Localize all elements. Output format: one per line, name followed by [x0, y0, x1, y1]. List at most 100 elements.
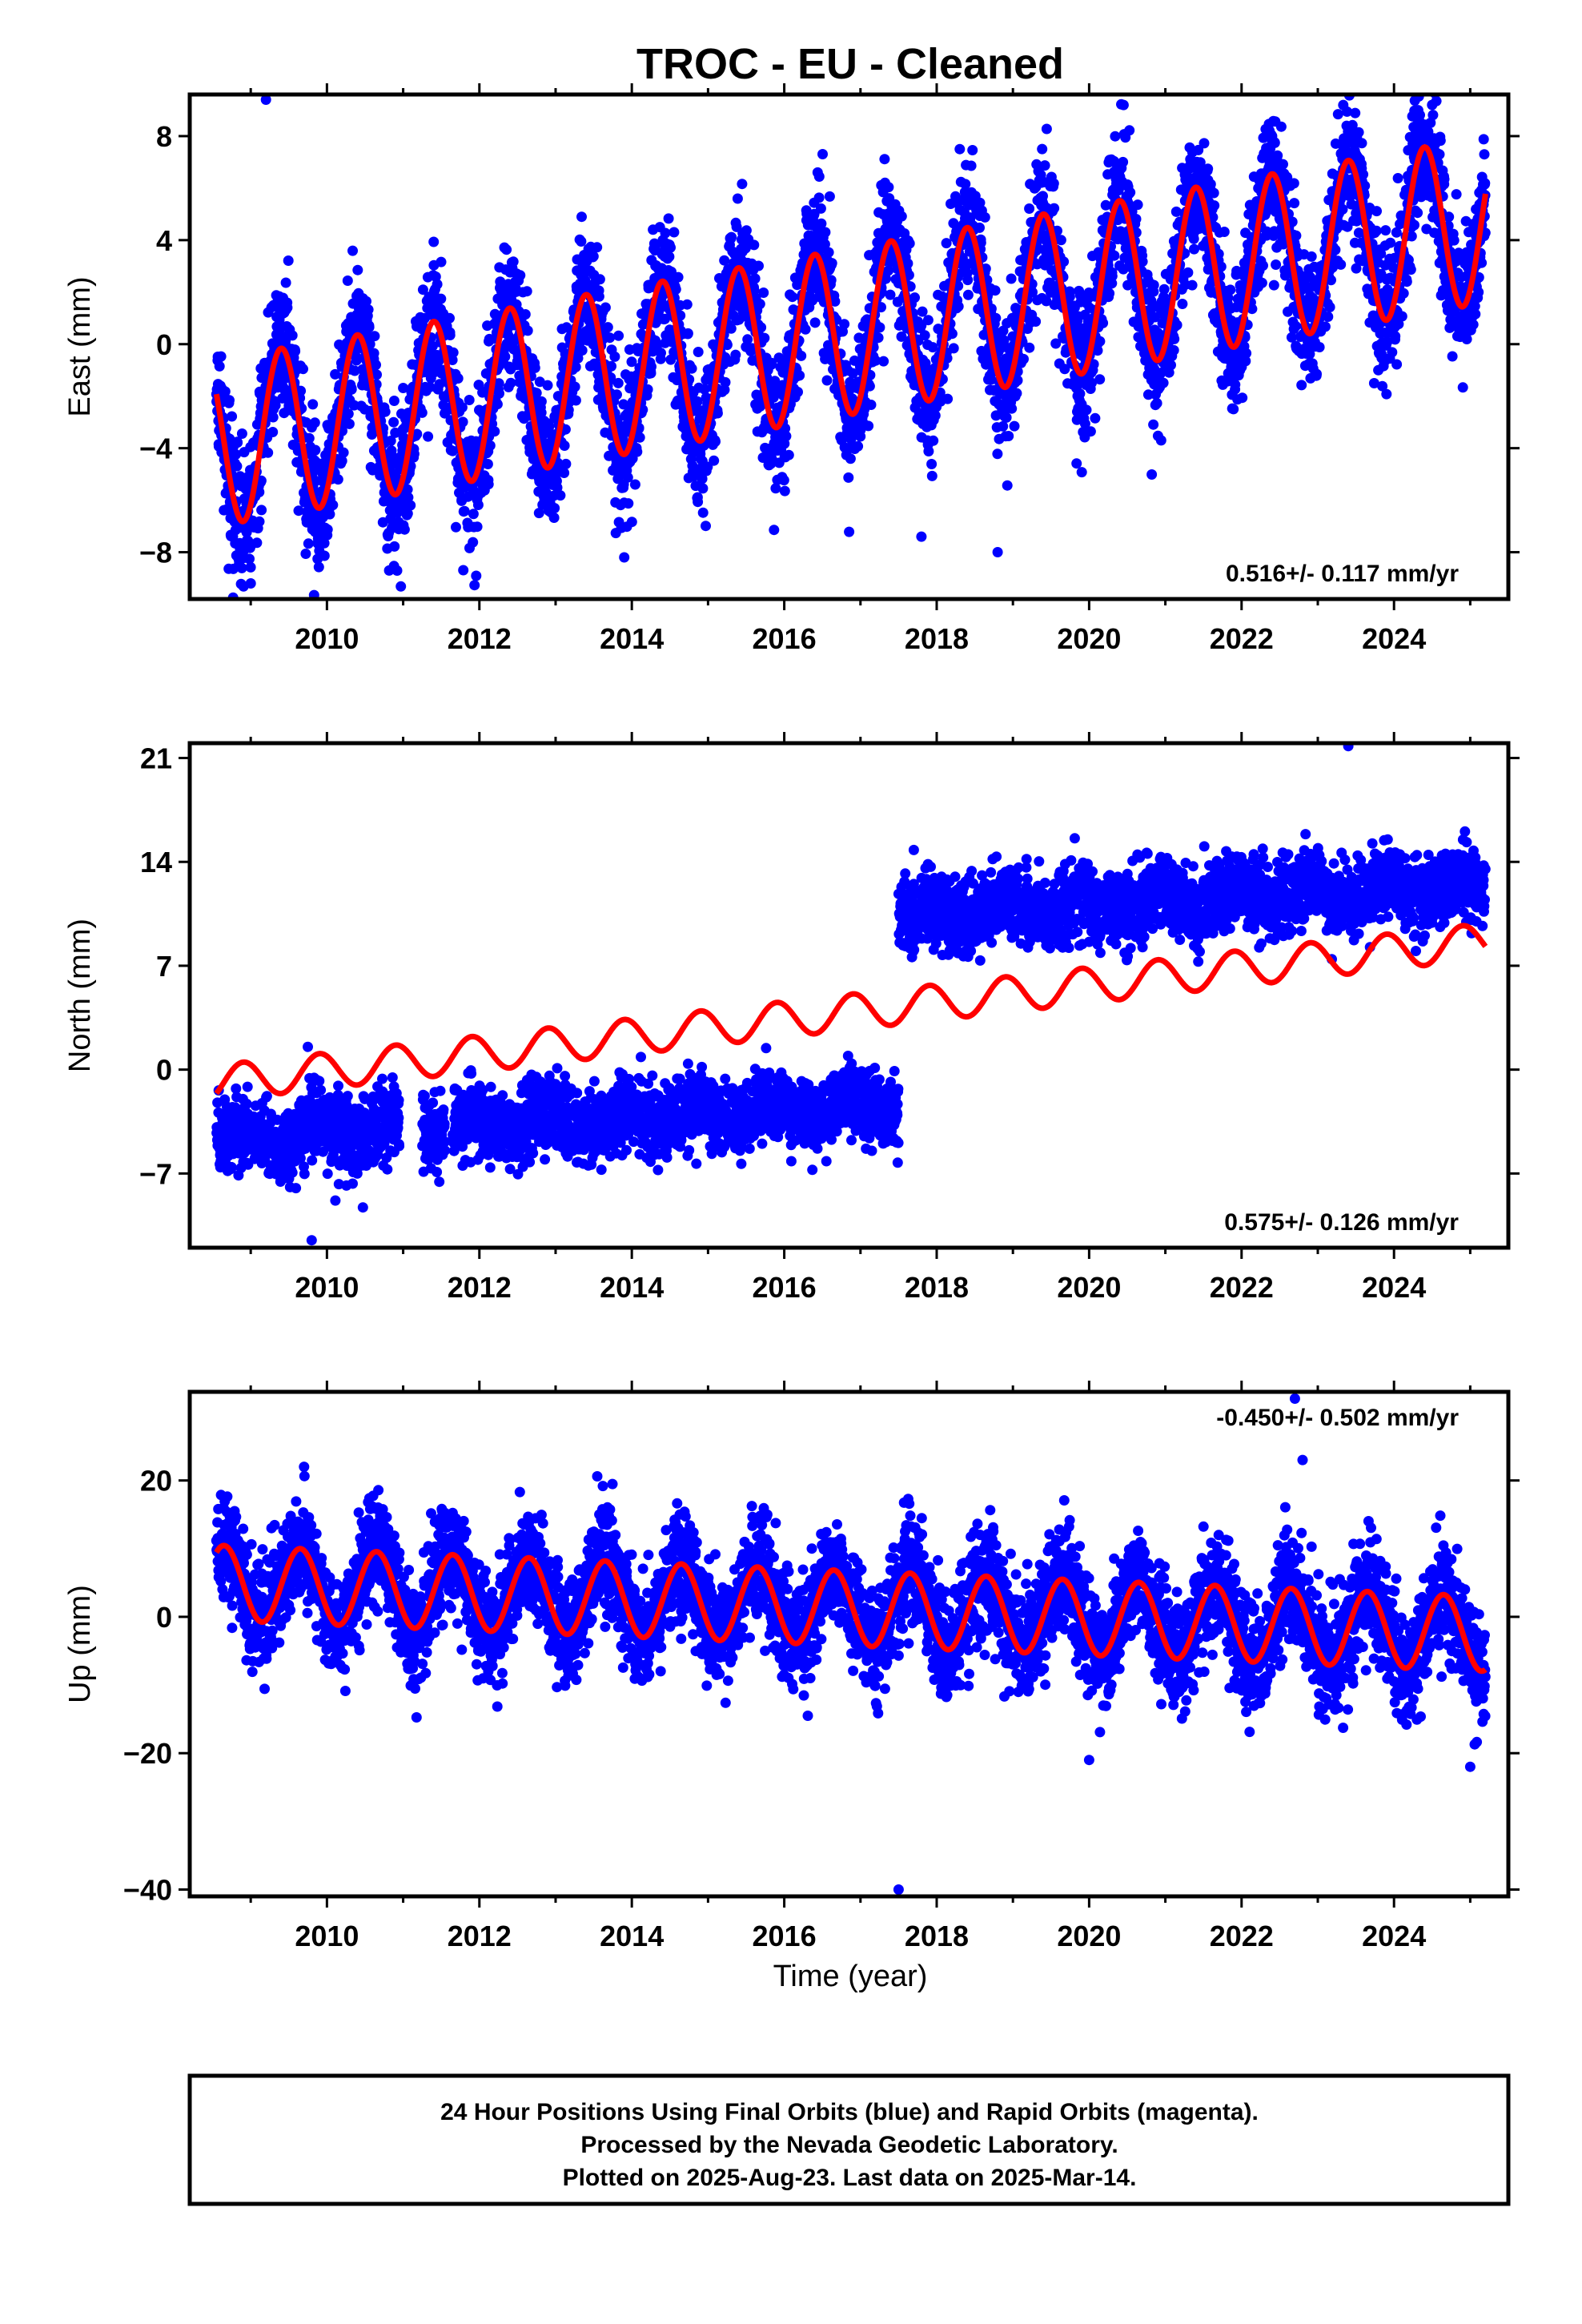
data-point	[1203, 163, 1214, 175]
data-point	[379, 406, 391, 417]
data-point	[1171, 320, 1182, 331]
data-point	[917, 306, 928, 317]
data-point	[904, 238, 915, 249]
data-point	[343, 408, 354, 420]
data-point	[787, 292, 798, 303]
data-point	[742, 334, 753, 345]
data-point	[251, 537, 263, 549]
data-point	[338, 447, 349, 458]
data-point	[1199, 138, 1210, 149]
data-point	[451, 521, 461, 533]
data-point	[686, 363, 697, 374]
data-point	[909, 292, 920, 304]
data-point	[1371, 225, 1382, 236]
data-point	[254, 487, 265, 497]
data-point	[1037, 143, 1048, 155]
data-point	[347, 245, 358, 256]
data-point	[484, 440, 496, 451]
data-point	[290, 346, 301, 357]
data-point	[472, 521, 483, 533]
data-point	[1049, 203, 1060, 214]
data-point	[245, 561, 256, 573]
data-point	[1125, 187, 1136, 198]
data-point	[472, 500, 484, 510]
data-point	[332, 474, 343, 485]
data-point	[352, 264, 363, 275]
data-point	[436, 256, 447, 267]
data-point	[1106, 271, 1118, 282]
data-point	[322, 524, 333, 535]
data-point	[1258, 260, 1268, 271]
data-point	[459, 505, 470, 517]
data-point	[255, 475, 267, 486]
data-point	[948, 343, 959, 354]
data-point	[1001, 412, 1012, 423]
data-point	[646, 361, 656, 372]
data-point	[962, 289, 974, 300]
data-point	[548, 513, 560, 523]
data-point	[1182, 267, 1194, 278]
data-point	[263, 447, 274, 458]
data-point	[482, 459, 493, 469]
data-point	[219, 386, 231, 397]
data-point	[1381, 388, 1392, 400]
data-point	[992, 448, 1003, 460]
data-point	[1311, 368, 1322, 380]
data-point	[1289, 198, 1300, 209]
data-point	[555, 490, 566, 501]
data-point	[501, 244, 512, 255]
data-point	[883, 182, 894, 193]
data-point	[664, 251, 675, 262]
data-point	[923, 446, 934, 456]
data-point	[794, 370, 805, 381]
data-point	[879, 154, 890, 165]
data-point	[1018, 353, 1029, 364]
data-point	[758, 287, 769, 298]
data-point	[1306, 251, 1317, 262]
data-point	[559, 468, 570, 478]
data-point	[1323, 312, 1334, 322]
data-point	[593, 291, 604, 302]
data-point	[1074, 388, 1086, 400]
data-point	[1177, 299, 1188, 309]
data-point	[227, 411, 238, 422]
data-point	[844, 526, 855, 537]
data-point	[1272, 150, 1283, 161]
data-point	[1371, 206, 1382, 217]
data-point	[693, 347, 704, 357]
data-point	[1090, 412, 1101, 424]
data-point	[391, 565, 403, 576]
data-point	[231, 460, 243, 472]
data-point	[432, 279, 443, 290]
data-point	[781, 431, 792, 442]
data-point	[1278, 159, 1288, 170]
data-point	[1275, 121, 1287, 132]
data-point	[1396, 311, 1407, 322]
data-point	[1081, 404, 1092, 416]
data-point	[979, 211, 990, 223]
data-point	[309, 417, 320, 428]
data-point	[612, 377, 624, 388]
data-point	[1219, 227, 1230, 237]
data-point	[1009, 420, 1020, 432]
data-point	[1319, 321, 1331, 332]
data-point	[663, 213, 674, 224]
data-point	[942, 393, 954, 404]
data-point	[604, 332, 616, 344]
data-point	[342, 275, 353, 286]
data-point	[300, 549, 311, 559]
data-point	[576, 211, 587, 223]
data-point	[310, 444, 321, 456]
page-title: TROC - EU - Cleaned	[636, 40, 1064, 88]
data-point	[1155, 435, 1166, 446]
data-point	[1048, 178, 1059, 189]
data-point	[966, 160, 977, 171]
data-point	[753, 260, 764, 271]
data-point	[529, 362, 540, 373]
data-point	[815, 203, 826, 214]
data-point	[1094, 374, 1106, 385]
data-point	[1209, 200, 1220, 211]
data-point	[1237, 392, 1248, 404]
data-point	[1130, 214, 1142, 224]
data-point	[602, 322, 613, 333]
